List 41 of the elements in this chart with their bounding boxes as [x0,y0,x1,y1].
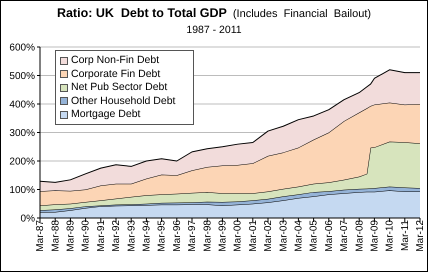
x-tick-label: Mar-02 [263,220,274,252]
y-tick-label: 200% [9,156,36,168]
x-tick-label: Mar-12 [415,220,426,252]
legend-label: Mortgage Debt [71,108,140,122]
legend-label: Other Household Debt [71,94,176,108]
x-tick-label: Mar-94 [142,220,152,252]
x-tick-label: Mar-97 [187,220,198,252]
legend-label: Corp Non-Fin Debt [71,54,160,68]
chart-title: Ratio: UK Debt to Total GDP [56,6,227,20]
x-tick-label: Mar-00 [232,220,244,252]
x-tick-label: Mar-09 [370,220,380,252]
y-tick-label: 100% [9,185,36,196]
x-tick-label: Mar-01 [248,220,259,252]
legend-label: Corporate Fin Debt [71,68,160,81]
x-tick-label: Mar-08 [354,220,366,252]
x-tick-label: Mar-07 [339,220,350,252]
x-tick-label: Mar-04 [294,220,304,252]
x-tick-label: Mar-03 [278,220,290,252]
y-tick-label: 500% [9,71,36,82]
text: 1987 - 2011 [185,24,243,36]
y-tick-label: 0% [20,214,36,225]
y-tick-label: 600% [9,42,36,54]
x-tick-label: Mar-05 [308,220,320,252]
x-tick-label: Mar-11 [400,220,411,251]
x-tick-label: Mar-96 [172,220,183,252]
chart-subtitle: (Includes Financial Bailout) [232,8,372,20]
x-tick-label: Mar-06 [324,220,335,252]
x-tick-label: Mar-91 [96,220,107,252]
x-tick-label: Mar-93 [126,220,138,252]
x-tick-label: Mar-88 [50,220,62,252]
x-tick-label: Mar-95 [156,220,168,252]
x-tick-label: Mar-92 [111,220,122,252]
x-tick-label: Mar-90 [80,220,92,252]
x-tick-label: Mar-89 [66,220,76,252]
legend-label: Net Pub Sector Debt [71,81,168,94]
y-tick-label: 300% [9,128,36,140]
x-tick-label: Mar-10 [384,220,396,252]
y-tick-label: 400% [9,100,36,111]
x-tick-label: Mar-87 [35,220,46,252]
x-tick-label: Mar-99 [218,220,228,252]
x-tick-label: Mar-98 [202,220,214,252]
